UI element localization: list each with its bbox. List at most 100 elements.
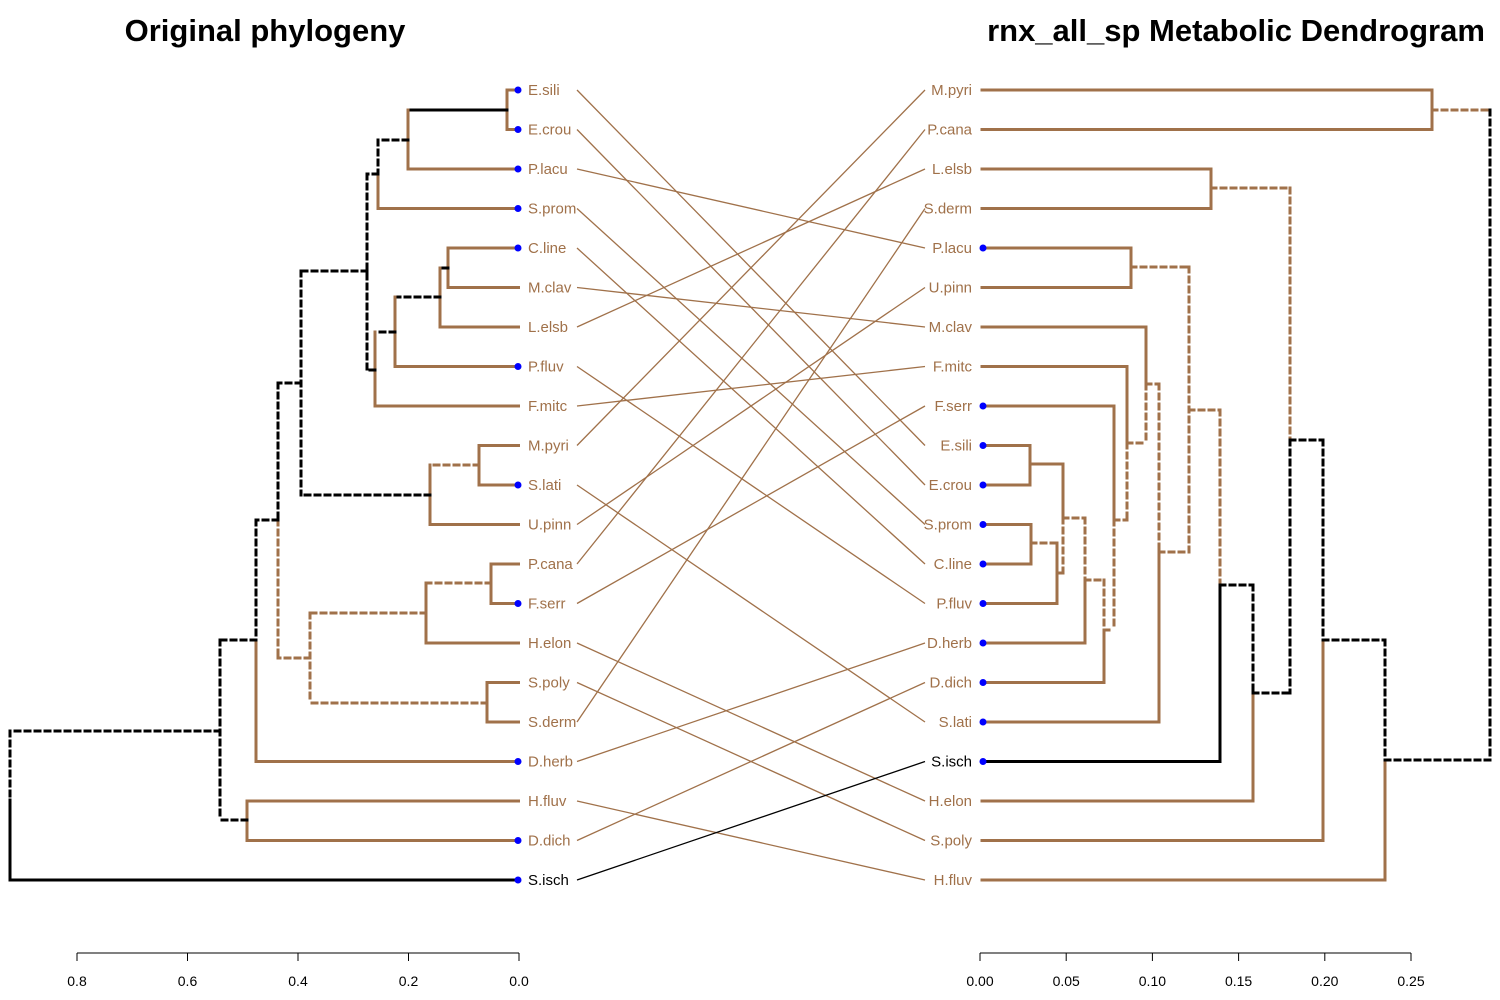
connector-line — [576, 642, 926, 802]
right-tip-dot — [979, 600, 987, 607]
right-tip-marker — [981, 878, 984, 882]
left-tip-label: M.pyri — [528, 438, 569, 455]
left-tip-label: S.prom — [528, 201, 576, 218]
connector-line — [576, 208, 926, 525]
left-tip-label: S.isch — [528, 872, 569, 889]
right-tip-label: H.elon — [929, 793, 972, 810]
right-tip-label: H.fluv — [934, 872, 973, 889]
right-axis-tick-label: 0.25 — [1397, 973, 1424, 989]
left-tip-label: S.lati — [528, 477, 561, 494]
connector-line — [576, 208, 926, 723]
left-tip-label: P.fluv — [528, 359, 564, 376]
right-tip-dot — [979, 639, 987, 647]
right-tip-dot — [979, 402, 987, 410]
left-tip-marker — [517, 799, 520, 803]
left-axis-tick-label: 0.0 — [509, 973, 529, 989]
connector-line — [576, 800, 926, 881]
right-tip-dot — [979, 481, 987, 489]
right-tip-marker — [981, 167, 984, 171]
left-axis-tick-label: 0.4 — [288, 973, 308, 989]
left-tip-dot — [514, 126, 522, 133]
left-tip-label: E.crou — [528, 122, 571, 139]
left-tip-marker — [517, 720, 520, 724]
right-tip-marker — [981, 839, 984, 842]
right-tip-dot — [979, 521, 987, 528]
connector-line — [576, 681, 926, 842]
left-tip-marker — [517, 681, 520, 684]
right-tip-dot — [979, 244, 987, 252]
connector-line — [576, 405, 926, 605]
right-tip-label: U.pinn — [929, 280, 972, 297]
right-tip-label: S.prom — [924, 517, 972, 534]
right-tip-dot — [979, 679, 987, 686]
left-tip-label: D.herb — [528, 754, 573, 771]
connector-line — [576, 168, 926, 249]
left-tip-label: H.elon — [528, 635, 571, 652]
left-tip-dot — [514, 481, 522, 489]
connector-line — [576, 484, 926, 723]
right-tip-label: E.sili — [940, 438, 972, 455]
right-tip-marker — [981, 325, 984, 329]
connector-line — [576, 89, 926, 446]
left-tip-label: U.pinn — [528, 517, 571, 534]
right-axis-tick-label: 0.00 — [966, 973, 993, 989]
left-tip-label: P.cana — [528, 556, 573, 573]
right-tree-title: rnx_all_sp Metabolic Dendrogram — [987, 13, 1485, 48]
left-tip-marker — [517, 404, 520, 408]
right-tip-label: E.crou — [929, 477, 972, 494]
left-tip-dot — [514, 86, 522, 94]
right-tip-marker — [981, 365, 984, 368]
left-tip-dot — [514, 837, 522, 844]
right-tip-label: M.pyri — [931, 82, 972, 99]
left-tip-label: E.sili — [528, 82, 560, 99]
left-tip-label: D.dich — [528, 833, 571, 850]
right-tip-label: D.herb — [927, 635, 972, 652]
right-tip-dot — [979, 560, 987, 568]
left-axis-tick-label: 0.8 — [67, 973, 87, 989]
connector-line — [576, 365, 926, 605]
left-tip-dot — [514, 363, 522, 370]
right-tip-label: S.derm — [924, 201, 972, 218]
left-tip-label: P.lacu — [528, 161, 568, 178]
right-axis-tick-label: 0.10 — [1139, 973, 1166, 989]
right-axis-tick-label: 0.20 — [1311, 973, 1338, 989]
left-axis-tick-label: 0.2 — [399, 973, 419, 989]
left-tip-label: S.derm — [528, 714, 576, 731]
left-tip-dot — [514, 600, 522, 607]
right-tip-dot — [979, 758, 987, 765]
right-tip-label: L.elsb — [932, 161, 972, 178]
left-tree — [8, 88, 520, 882]
left-tree-title: Original phylogeny — [125, 13, 407, 48]
right-tree — [980, 88, 1492, 882]
connector-line — [576, 286, 926, 328]
connector-line — [576, 760, 926, 881]
right-axis-tick-label: 0.05 — [1053, 973, 1080, 989]
left-tip-dot — [514, 205, 522, 212]
right-tip-marker — [981, 207, 984, 210]
right-tip-label: P.cana — [927, 122, 972, 139]
left-tip-marker — [517, 562, 520, 566]
right-tip-label: P.fluv — [936, 596, 972, 613]
right-tip-marker — [981, 88, 984, 92]
left-tip-label: S.poly — [528, 675, 570, 692]
left-tip-dot — [514, 758, 522, 765]
left-tip-label: M.clav — [528, 280, 572, 297]
right-tip-label: C.line — [934, 556, 972, 573]
connector-line — [576, 365, 926, 407]
left-tip-marker — [517, 286, 520, 289]
left-tip-dot — [514, 165, 522, 173]
left-tip-label: F.serr — [528, 596, 566, 613]
right-tip-label: M.clav — [929, 319, 973, 336]
connector-line — [576, 129, 926, 565]
left-scale-axis: 0.8 0.6 0.4 0.2 0.0 — [67, 952, 529, 989]
right-tip-marker — [981, 799, 984, 803]
right-tip-dot — [979, 718, 987, 726]
left-tip-marker — [517, 523, 520, 526]
connector-line — [576, 642, 926, 763]
right-tip-marker — [981, 128, 984, 131]
right-scale-axis: 0.00 0.05 0.10 0.15 0.20 0.25 — [966, 952, 1425, 989]
left-tip-labels: E.sili E.crou P.lacu S.prom C.line M.clav L.el… — [514, 82, 576, 889]
connector-lines — [576, 89, 926, 881]
right-tip-label: S.isch — [931, 754, 972, 771]
